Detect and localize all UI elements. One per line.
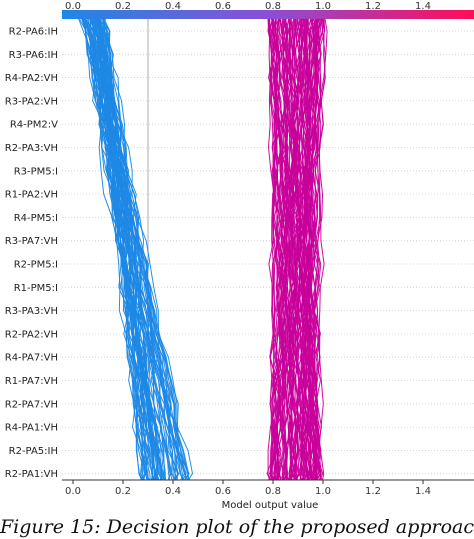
figure-caption: Figure 15: Decision plot of the proposed… bbox=[0, 516, 474, 538]
colorbar-tick-label: 0.0 bbox=[65, 1, 81, 12]
decision-plot: 0.0 0.2 0.4 0.6 0.8 1.0 1.2 1.4 R2-PA6:IH R3-PA6… bbox=[5, 1, 474, 511]
decision-line-low bbox=[92, 18, 164, 481]
decision-line-low bbox=[91, 18, 177, 481]
decision-line-high bbox=[282, 18, 290, 481]
colorbar-tick-label: 0.8 bbox=[265, 1, 281, 12]
decision-line-low bbox=[99, 18, 176, 481]
decision-line-low bbox=[89, 18, 156, 481]
decision-line-high bbox=[267, 18, 306, 481]
x-tick-label: 0.2 bbox=[115, 486, 131, 497]
feature-labels: R2-PA6:IH R3-PA6:IH R4-PA2:VH R3-PA2:VH R4-P… bbox=[5, 27, 58, 481]
feature-label: R4-PA2:VH bbox=[5, 73, 58, 84]
decision-line-high bbox=[272, 18, 289, 481]
feature-label: R3-PM5:I bbox=[14, 166, 58, 177]
x-axis-label: Model output value bbox=[222, 500, 319, 511]
feature-label: R2-PA6:IH bbox=[9, 27, 58, 38]
feature-label: R3-PA3:VH bbox=[5, 306, 58, 317]
x-tick-label: 0.8 bbox=[265, 486, 281, 497]
decision-line-high bbox=[295, 18, 309, 481]
decision-line-high bbox=[289, 18, 317, 481]
colorbar-tick-label: 1.2 bbox=[365, 1, 381, 12]
feature-label: R2-PA2:VH bbox=[5, 329, 58, 340]
feature-label: R2-PM5:I bbox=[14, 260, 58, 271]
colorbar-tick-label: 0.4 bbox=[165, 1, 181, 12]
feature-label: R2-PA1:VH bbox=[5, 469, 58, 480]
feature-label: R1-PA7:VH bbox=[5, 376, 58, 387]
decision-line-high bbox=[301, 18, 320, 481]
colorbar-tick-label: 0.2 bbox=[115, 1, 131, 12]
decision-line-high bbox=[269, 18, 282, 481]
decision-line-high bbox=[284, 18, 312, 481]
decision-line-low bbox=[92, 18, 162, 481]
x-tick-label: 1.4 bbox=[415, 486, 431, 497]
colorbar-tick-label: 1.0 bbox=[315, 1, 331, 12]
x-tick-label: 0.0 bbox=[65, 486, 81, 497]
feature-label: R4-PM2:V bbox=[10, 120, 58, 131]
decision-line-high bbox=[274, 18, 285, 481]
decision-line-high bbox=[299, 18, 319, 481]
decision-line-high bbox=[298, 18, 309, 481]
decision-line-high bbox=[269, 18, 293, 481]
decision-line-high bbox=[318, 18, 326, 481]
feature-label: R4-PA7:VH bbox=[5, 353, 58, 364]
feature-label: R3-PA6:IH bbox=[9, 50, 58, 61]
feature-label: R3-PA7:VH bbox=[5, 236, 58, 247]
colorbar: 0.0 0.2 0.4 0.6 0.8 1.0 1.2 1.4 bbox=[62, 1, 474, 19]
decision-line-low bbox=[95, 18, 179, 481]
decision-line-high bbox=[284, 18, 299, 481]
colorbar-tick-label: 0.6 bbox=[215, 1, 231, 12]
decision-line-low bbox=[82, 18, 146, 481]
colorbar-gradient bbox=[62, 10, 474, 19]
decision-line-low bbox=[90, 18, 148, 481]
feature-label: R4-PM5:I bbox=[14, 213, 58, 224]
feature-label: R2-PA3:VH bbox=[5, 143, 58, 154]
decision-line-high bbox=[281, 18, 324, 481]
decision-line-low bbox=[102, 18, 151, 481]
feature-label: R2-PA7:VH bbox=[5, 399, 58, 410]
decision-line-high bbox=[269, 18, 279, 481]
x-tick-label: 1.0 bbox=[315, 486, 331, 497]
colorbar-tick-label: 1.4 bbox=[415, 1, 431, 12]
feature-label: R2-PA5:IH bbox=[9, 446, 58, 457]
decision-line-high bbox=[276, 18, 307, 481]
decision-line-low bbox=[103, 18, 180, 481]
x-tick-label: 0.6 bbox=[215, 486, 231, 497]
feature-label: R4-PA1:VH bbox=[5, 423, 58, 434]
x-tick-label: 0.4 bbox=[165, 486, 181, 497]
x-axis: 0.0 0.2 0.4 0.6 0.8 1.0 1.2 1.4 bbox=[62, 479, 474, 497]
feature-label: R3-PA2:VH bbox=[5, 96, 58, 107]
feature-label: R1-PM5:I bbox=[14, 283, 58, 294]
decision-line-low bbox=[81, 18, 183, 481]
feature-label: R1-PA2:VH bbox=[5, 190, 58, 201]
decision-lines bbox=[78, 18, 328, 481]
x-tick-label: 1.2 bbox=[365, 486, 381, 497]
